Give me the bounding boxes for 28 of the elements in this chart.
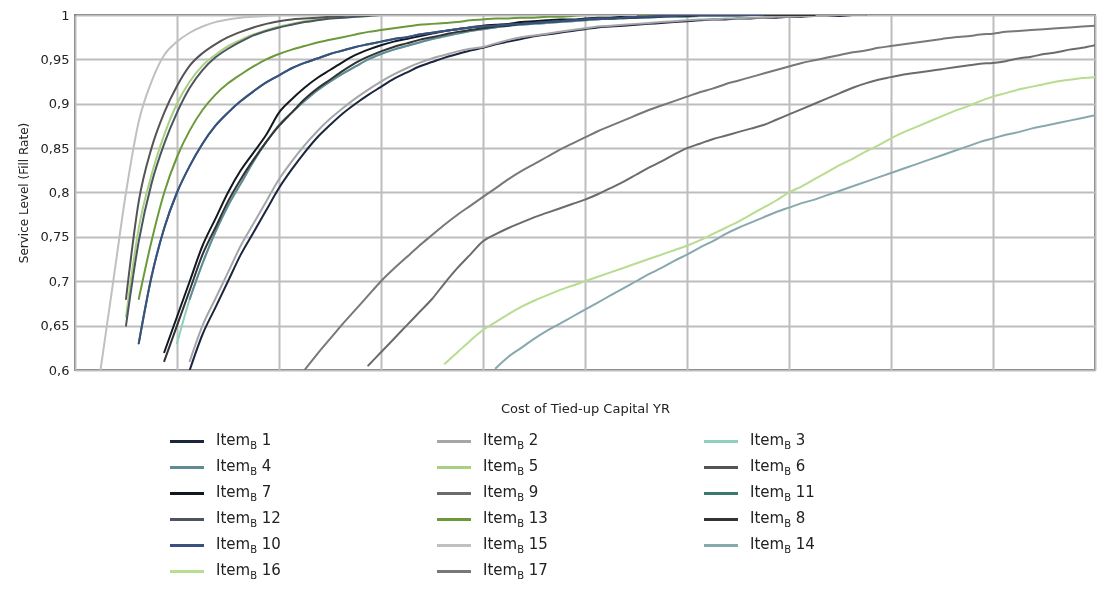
legend-label: Item$_{B}$ 13 <box>483 509 548 529</box>
legend-label: Item$_{B}$ 12 <box>216 509 281 529</box>
legend-label: Item$_{B}$ 17 <box>483 561 548 581</box>
legend-label: Item$_{B}$ 10 <box>216 535 281 555</box>
y-tick-label: 0,75 <box>40 229 70 245</box>
y-axis-title: Service Level (Fill Rate) <box>16 122 31 264</box>
legend-label: Item$_{B}$ 9 <box>483 483 539 503</box>
legend-label: Item$_{B}$ 6 <box>750 457 806 477</box>
y-tick-label: 0,65 <box>40 318 70 334</box>
legend-label: Item$_{B}$ 1 <box>216 431 272 451</box>
legend-label: Item$_{B}$ 15 <box>483 535 548 555</box>
legend-label: Item$_{B}$ 3 <box>750 431 806 451</box>
legend-label: Item$_{B}$ 7 <box>216 483 272 503</box>
legend-label: Item$_{B}$ 2 <box>483 431 539 451</box>
legend-label: Item$_{B}$ 11 <box>750 483 815 503</box>
y-tick-label: 0,9 <box>48 96 70 112</box>
y-tick-label: 0,6 <box>48 362 70 378</box>
legend-label: Item$_{B}$ 16 <box>216 561 281 581</box>
legend-label: Item$_{B}$ 4 <box>216 457 272 477</box>
y-tick-label: 1 <box>61 7 70 23</box>
legend-label: Item$_{B}$ 5 <box>483 457 539 477</box>
legend-label: Item$_{B}$ 14 <box>750 535 815 555</box>
legend-label: Item$_{B}$ 8 <box>750 509 806 529</box>
y-tick-label: 0,8 <box>48 185 70 200</box>
y-tick-label: 0,85 <box>40 140 70 156</box>
y-tick-label: 0,7 <box>48 273 70 289</box>
y-tick-label: 0,95 <box>40 51 70 67</box>
x-axis-title: Cost of Tied-up Capital YR <box>500 400 671 416</box>
